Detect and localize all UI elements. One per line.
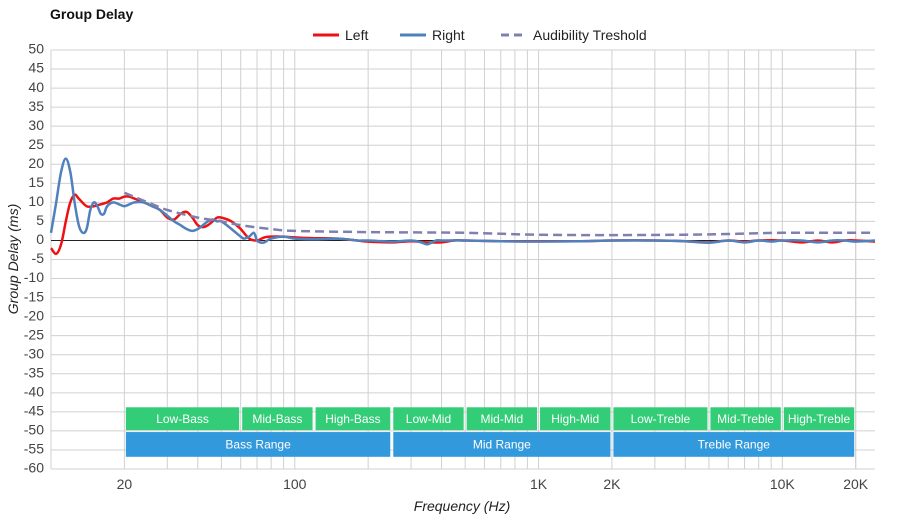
series-line-left [50,193,876,256]
y-tick-label: -40 [24,384,44,400]
band-low-treble: Low-Treble [613,407,708,431]
series-line-right [49,157,876,246]
legend-label: Audibility Treshold [533,27,647,43]
band-rect [710,407,781,431]
legend-item-audibility-treshold: Audibility Treshold [501,27,647,43]
band-low-mid: Low-Mid [393,407,464,431]
x-tick-label: 10K [770,476,796,492]
y-axis-ticks: 50454035302520151050-5-10-15-20-25-30-35… [24,41,44,476]
series-line-audibility-treshold [123,191,876,237]
band-rect [315,407,391,431]
y-tick-label: -50 [24,422,44,438]
y-tick-label: 20 [28,155,44,171]
legend-item-left: Left [313,27,368,43]
band-rect [125,407,240,431]
band-high-mid: High-Mid [540,407,611,431]
y-tick-label: 30 [28,117,44,133]
band-label: Mid-Bass [252,412,302,426]
y-tick-label: -10 [24,269,44,285]
legend-label: Left [345,27,368,43]
y-tick-label: 15 [28,174,44,190]
band-label: Mid Range [473,438,531,452]
legend-item-right: Right [400,27,465,43]
band-treble-range: Treble Range [613,432,855,457]
band-label: Bass Range [225,438,291,452]
chart-title: Group Delay [50,6,133,22]
y-tick-label: 35 [28,98,44,114]
y-tick-label: 45 [28,60,44,76]
band-rect [783,407,855,431]
band-low-bass: Low-Bass [125,407,240,431]
y-tick-label: 5 [36,212,44,228]
band-high-treble: High-Treble [783,407,855,431]
x-tick-label: 2K [603,476,621,492]
y-tick-label: -20 [24,307,44,323]
y-tick-label: -5 [32,250,45,266]
y-tick-label: -60 [24,460,44,476]
frequency-bands: Low-Bass Mid-Bass High-Bass Low-Mid Mid-Mid H… [125,407,855,457]
band-label: Low-Treble [631,412,691,426]
grid [50,49,875,470]
band-bass-range: Bass Range [125,432,391,457]
x-axis-label: Frequency (Hz) [414,498,510,514]
band-label: Low-Mid [406,412,451,426]
band-mid-bass: Mid-Bass [242,407,313,431]
band-label: Treble Range [698,438,771,452]
band-rect [540,407,611,431]
band-label: High-Treble [788,412,851,426]
y-tick-label: -35 [24,364,44,380]
y-tick-label: 10 [28,193,44,209]
band-rect [242,407,313,431]
band-rect [125,432,391,457]
series-lines [49,157,876,256]
x-tick-label: 20K [843,476,869,492]
band-label: Mid-Treble [717,412,774,426]
band-mid-treble: Mid-Treble [710,407,781,431]
y-tick-label: 25 [28,136,44,152]
band-rect [466,407,538,431]
band-label: Mid-Mid [481,412,524,426]
y-tick-label: -55 [24,441,44,457]
band-high-bass: High-Bass [315,407,391,431]
x-axis-ticks: 20 100 1K 2K 10K 20K [117,476,869,492]
band-rect [393,407,464,431]
y-axis-label: Group Delay (ms) [5,204,21,314]
legend-label: Right [432,27,465,43]
band-rect [393,432,611,457]
y-tick-label: 0 [36,231,44,247]
y-tick-label: 40 [28,79,44,95]
band-mid-mid: Mid-Mid [466,407,538,431]
x-tick-label: 100 [283,476,307,492]
y-tick-label: -25 [24,326,44,342]
band-rect [613,407,708,431]
x-tick-label: 1K [530,476,548,492]
y-tick-label: -15 [24,288,44,304]
band-label: High-Bass [325,412,380,426]
y-tick-label: -45 [24,403,44,419]
y-tick-label: 50 [28,41,44,57]
band-rect [613,432,855,457]
legend: Left Right Audibility Treshold [313,27,647,43]
y-tick-label: -30 [24,345,44,361]
band-label: High-Mid [551,412,599,426]
band-mid-range: Mid Range [393,432,611,457]
x-tick-label: 20 [117,476,133,492]
band-label: Low-Bass [156,412,209,426]
